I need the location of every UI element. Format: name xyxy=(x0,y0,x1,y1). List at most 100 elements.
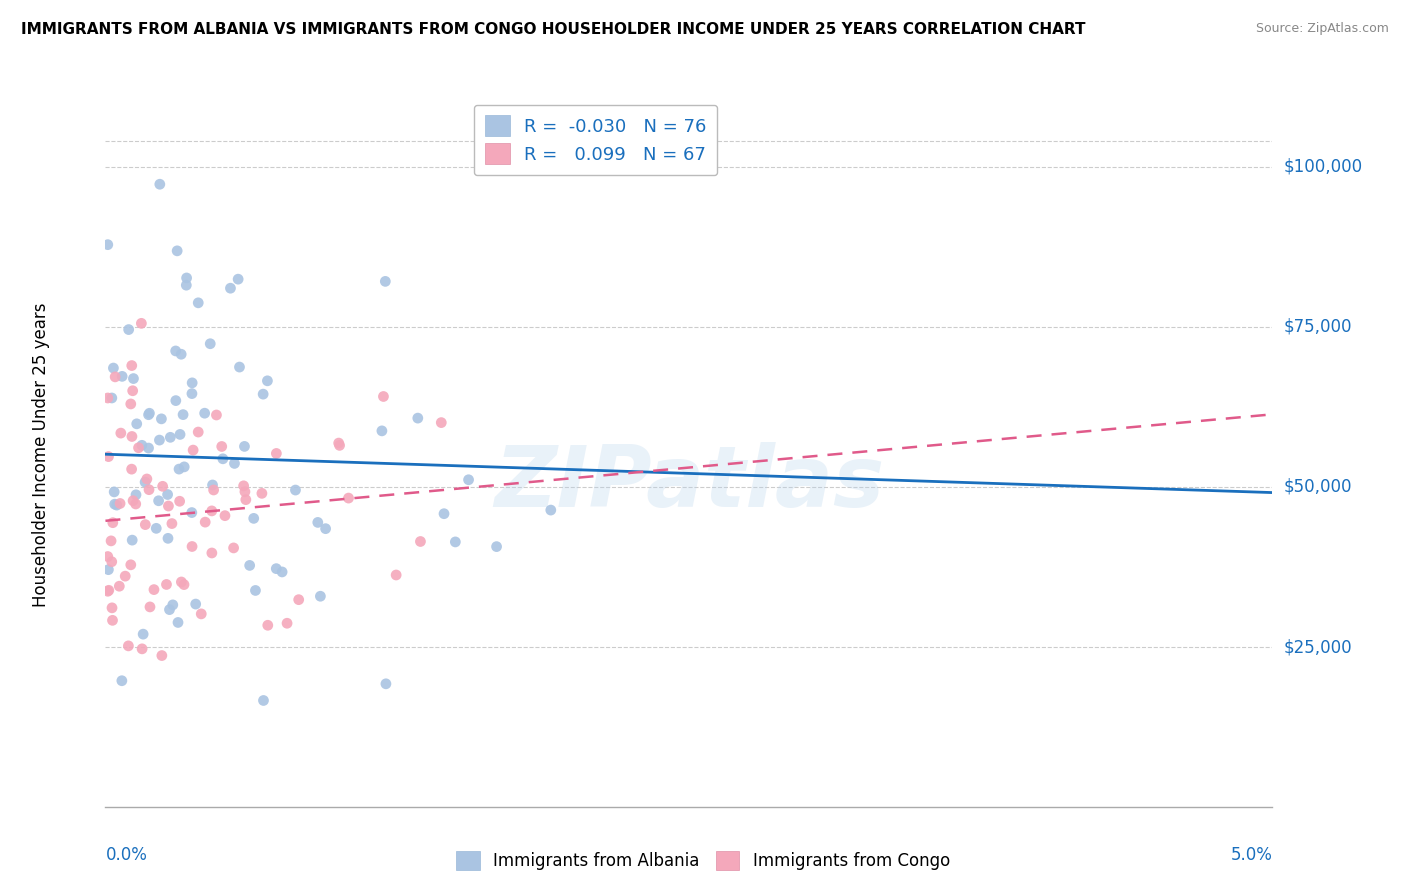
Point xyxy=(284,483,307,497)
Point xyxy=(374,274,396,288)
Point xyxy=(250,486,273,500)
Point xyxy=(194,515,217,529)
Point xyxy=(180,506,202,520)
Point xyxy=(138,406,160,420)
Point xyxy=(194,406,217,420)
Point xyxy=(219,281,242,295)
Point xyxy=(138,408,160,422)
Point xyxy=(104,497,127,511)
Point xyxy=(256,618,278,632)
Point xyxy=(139,599,162,614)
Point xyxy=(328,436,350,450)
Point xyxy=(148,433,170,447)
Point xyxy=(97,583,120,598)
Point xyxy=(287,592,309,607)
Point xyxy=(181,443,204,458)
Point xyxy=(187,425,209,439)
Point xyxy=(156,532,179,546)
Point xyxy=(125,488,148,502)
Point xyxy=(202,483,225,497)
Legend: R =  -0.030   N = 76, R =   0.099   N = 67: R = -0.030 N = 76, R = 0.099 N = 67 xyxy=(474,104,717,175)
Text: $50,000: $50,000 xyxy=(1284,478,1353,496)
Point xyxy=(264,561,287,575)
Point xyxy=(108,579,131,593)
Point xyxy=(201,546,224,560)
Point xyxy=(101,613,124,627)
Point xyxy=(100,555,122,569)
Point xyxy=(104,369,127,384)
Point xyxy=(245,583,267,598)
Point xyxy=(155,577,177,591)
Point xyxy=(165,343,187,358)
Text: $25,000: $25,000 xyxy=(1284,638,1353,657)
Point xyxy=(176,278,198,293)
Point xyxy=(222,541,245,555)
Point xyxy=(385,568,408,582)
Legend: Immigrants from Albania, Immigrants from Congo: Immigrants from Albania, Immigrants from… xyxy=(450,844,956,877)
Point xyxy=(166,244,188,258)
Point xyxy=(374,677,396,691)
Point xyxy=(172,408,194,422)
Point xyxy=(371,424,394,438)
Point xyxy=(120,558,142,572)
Point xyxy=(156,487,179,501)
Point xyxy=(256,374,278,388)
Point xyxy=(134,475,156,489)
Point xyxy=(125,417,148,431)
Point xyxy=(132,627,155,641)
Point xyxy=(457,473,479,487)
Point xyxy=(187,295,209,310)
Point xyxy=(167,615,190,630)
Point xyxy=(190,607,212,621)
Point xyxy=(110,426,132,441)
Point xyxy=(121,462,143,476)
Point xyxy=(159,430,181,444)
Point xyxy=(200,336,222,351)
Point xyxy=(97,584,120,599)
Text: $100,000: $100,000 xyxy=(1284,158,1362,176)
Point xyxy=(309,589,332,603)
Point xyxy=(252,387,274,401)
Point xyxy=(108,496,131,510)
Point xyxy=(150,648,173,663)
Point xyxy=(122,493,145,508)
Point xyxy=(114,569,136,583)
Point xyxy=(373,389,395,403)
Point xyxy=(233,439,256,453)
Point xyxy=(121,359,143,373)
Point xyxy=(307,516,329,530)
Point xyxy=(169,427,191,442)
Point xyxy=(121,429,143,443)
Point xyxy=(97,391,120,405)
Point xyxy=(134,517,156,532)
Point xyxy=(143,582,166,597)
Point xyxy=(157,499,180,513)
Point xyxy=(97,237,120,252)
Point xyxy=(184,597,207,611)
Point xyxy=(101,391,124,405)
Point xyxy=(117,639,139,653)
Point xyxy=(212,451,235,466)
Point xyxy=(131,641,153,656)
Point xyxy=(252,693,274,707)
Point xyxy=(131,316,153,330)
Point xyxy=(101,600,124,615)
Point xyxy=(235,492,257,507)
Point xyxy=(205,408,228,422)
Point xyxy=(131,438,153,452)
Point xyxy=(181,376,204,390)
Point xyxy=(173,459,195,474)
Point xyxy=(329,438,352,452)
Point xyxy=(160,516,183,531)
Point xyxy=(128,441,150,455)
Point xyxy=(105,498,128,512)
Point xyxy=(409,534,432,549)
Point xyxy=(242,511,264,525)
Point xyxy=(485,540,508,554)
Point xyxy=(97,563,120,577)
Point xyxy=(159,602,181,616)
Point xyxy=(170,347,193,361)
Point xyxy=(122,371,145,385)
Point xyxy=(406,411,429,425)
Text: 0.0%: 0.0% xyxy=(105,847,148,864)
